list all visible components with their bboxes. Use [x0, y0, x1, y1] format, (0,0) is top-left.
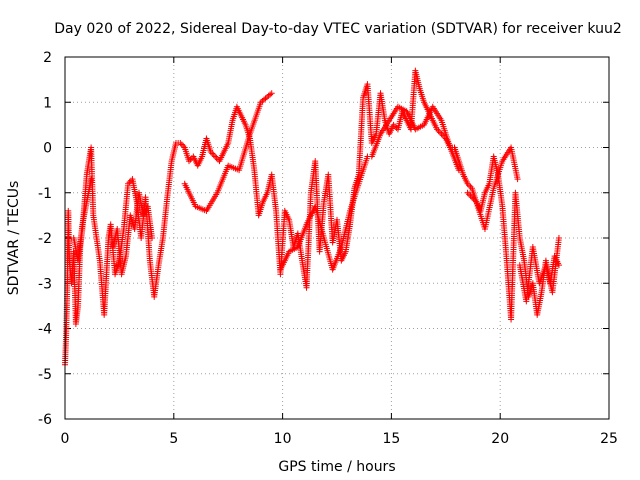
tick-layer: 0 5 10 15 20 25 -6 -5 -4 -3 -2 -1 0 1 2: [38, 50, 618, 447]
x-axis-label: GPS time / hours: [278, 459, 395, 475]
x-tick-label: 25: [600, 431, 618, 447]
data-point: [268, 90, 275, 97]
x-tick-label: 5: [169, 431, 178, 447]
plot-frame: [64, 56, 610, 420]
y-tick-label: 2: [43, 50, 52, 66]
x-tick-label: 10: [274, 431, 292, 447]
data-point: [149, 235, 156, 241]
data-point: [178, 141, 185, 148]
x-tick-label: 20: [491, 431, 509, 447]
data-point: [212, 153, 219, 160]
y-tick-label: -2: [38, 231, 52, 247]
data-point: [213, 155, 220, 162]
y-tick-label: -5: [38, 367, 52, 383]
data-point: [555, 235, 562, 241]
data-point: [514, 176, 521, 183]
chart-title: Day 020 of 2022, Sidereal Day-to-day VTE…: [54, 21, 622, 37]
x-tick-label: 15: [382, 431, 400, 447]
data-point: [455, 167, 462, 174]
point-layer: [62, 67, 562, 368]
y-tick-label: 1: [43, 95, 52, 111]
data-point: [88, 176, 95, 183]
y-tick-label: -1: [38, 186, 52, 202]
y-tick-label: -3: [38, 276, 52, 292]
y-tick-label: 0: [43, 141, 52, 157]
data-point: [438, 130, 445, 137]
y-axis-label: SDTVAR / TECUs: [6, 181, 22, 296]
y-tick-label: -4: [38, 322, 52, 338]
y-tick-label: -6: [38, 412, 52, 428]
grid-layer: [65, 57, 609, 419]
x-tick-label: 0: [61, 431, 70, 447]
data-point: [210, 152, 217, 159]
data-point: [555, 262, 562, 269]
